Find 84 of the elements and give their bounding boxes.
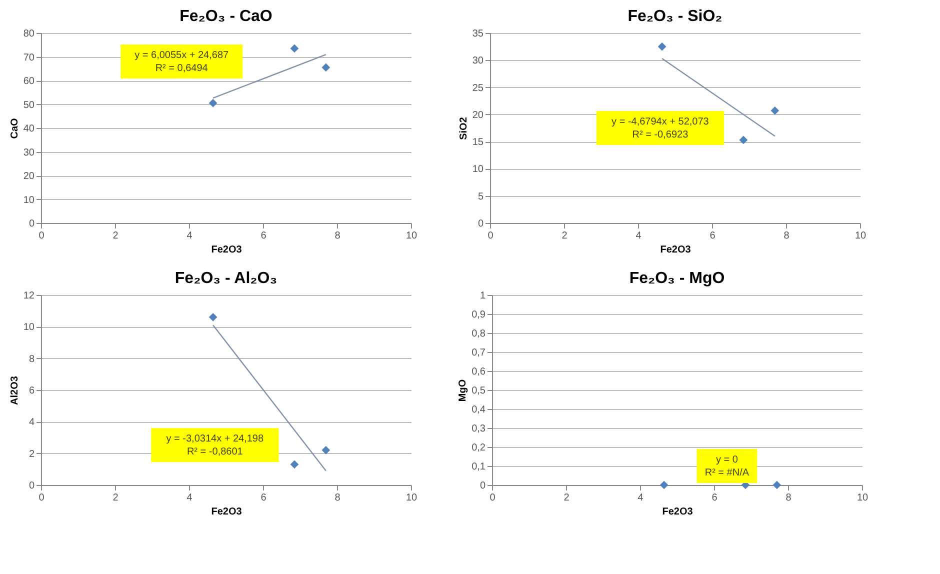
x-axis-title: Fe2O3	[211, 506, 242, 518]
y-tick-label: 40	[23, 124, 35, 134]
point	[290, 44, 299, 53]
x-tick-label: 2	[564, 492, 570, 504]
y-tick-label: 5	[478, 191, 484, 202]
point	[208, 312, 218, 322]
annotation: y = -3,0314x + 24,198 R² = -0,8601	[166, 434, 264, 458]
y-tick-label: 0,2	[472, 442, 486, 454]
y-tick-label: 0	[28, 218, 35, 230]
x-tick-label: 6	[712, 492, 718, 504]
x-axis-title: Fe2O3	[662, 506, 694, 518]
x-tick-label: 10	[856, 492, 868, 504]
y-tick-label: 30	[23, 147, 35, 158]
x-tick-label: 2	[112, 492, 119, 504]
y-axis-title: SiO2	[458, 116, 470, 140]
point	[770, 106, 780, 115]
y-tick-label: 0	[28, 480, 35, 492]
annotation: y = -4,6794x + 52,073 R² = -0,6923	[612, 116, 710, 140]
point	[739, 136, 748, 144]
x-tick-label: 10	[406, 230, 418, 242]
chart-title: Fe₂O₃ - CaO	[180, 8, 272, 25]
y-tick-label: 10	[472, 164, 484, 176]
x-tick-label: 10	[854, 230, 866, 242]
chart-title: Fe₂O₃ - MgO	[629, 270, 725, 287]
y-tick-label: 35	[472, 28, 484, 40]
y-tick-label: 10	[23, 322, 35, 334]
x-tick-label: 4	[186, 230, 193, 242]
x-tick-label: 4	[638, 492, 644, 504]
x-tick-label: 2	[562, 230, 568, 242]
x-tick-label: 8	[784, 230, 790, 242]
annotation: y = 0 R² = #N/A	[704, 454, 750, 478]
x-tick-label: 0	[490, 492, 496, 504]
annotation: y = 6,0055x + 24,687 R² = 0,6494	[134, 50, 230, 74]
point	[208, 98, 218, 108]
x-axis-title: Fe2O3	[211, 244, 242, 256]
y-tick-label: 15	[472, 137, 484, 148]
y-tick-label: 0,1	[472, 462, 486, 472]
y-tick-label: 0,9	[472, 310, 486, 320]
y-tick-label: 1	[480, 290, 486, 302]
y-tick-label: 30	[472, 56, 484, 67]
y-tick-label: 0,3	[472, 424, 486, 434]
y-tick-label: 0,5	[472, 386, 486, 396]
chart-title: Fe₂O₃ - Al₂O₃	[174, 270, 278, 287]
y-tick-label: 25	[472, 82, 484, 94]
x-tick-label: 6	[260, 230, 267, 242]
y-tick-label: 70	[23, 52, 35, 64]
y-tick-label: 20	[23, 171, 35, 182]
y-tick-label: 6	[28, 386, 35, 396]
point	[658, 42, 666, 51]
y-tick-label: 80	[23, 28, 35, 40]
y-axis-title: MgO	[458, 379, 469, 402]
point	[322, 63, 330, 72]
x-axis-title: Fe2O3	[660, 244, 692, 256]
x-tick-label: 8	[334, 230, 341, 242]
y-tick-label: 0	[480, 480, 486, 492]
y-tick-label: 0	[478, 218, 484, 230]
x-tick-label: 0	[38, 492, 45, 504]
y-tick-label: 12	[23, 290, 35, 302]
x-tick-label: 0	[488, 230, 494, 242]
y-tick-label: 0,8	[472, 328, 486, 340]
chart-title: Fe₂O₃ - SiO₂	[628, 8, 722, 25]
x-tick-label: 6	[710, 230, 716, 242]
y-axis-title: CaO	[9, 118, 20, 139]
point	[290, 460, 299, 469]
y-tick-label: 0,4	[472, 404, 486, 416]
x-tick-label: 2	[112, 230, 119, 242]
y-tick-label: 50	[23, 100, 35, 111]
x-tick-label: 4	[636, 230, 642, 242]
x-tick-label: 10	[406, 492, 418, 504]
x-tick-label: 8	[786, 492, 792, 504]
y-tick-label: 10	[23, 194, 35, 206]
x-tick-label: 0	[38, 230, 45, 242]
y-tick-label: 8	[28, 354, 35, 365]
y-axis-title: Al2O3	[9, 376, 20, 405]
y-tick-label: 2	[28, 448, 35, 460]
y-tick-label: 60	[23, 76, 35, 87]
x-tick-label: 4	[186, 492, 193, 504]
x-tick-label: 6	[260, 492, 267, 504]
x-tick-label: 8	[334, 492, 341, 504]
y-tick-label: 0,6	[472, 366, 486, 378]
y-tick-label: 20	[472, 110, 484, 121]
y-tick-label: 4	[28, 417, 35, 428]
y-tick-label: 0,7	[472, 348, 486, 358]
point	[322, 446, 330, 454]
